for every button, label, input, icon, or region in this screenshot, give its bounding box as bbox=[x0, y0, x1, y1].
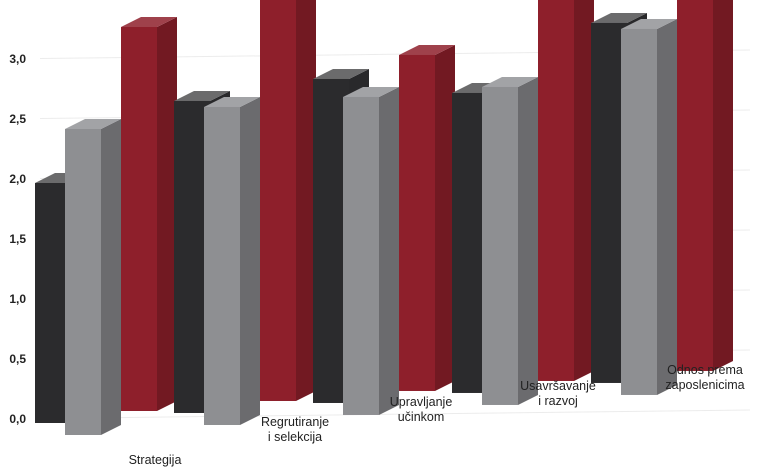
x-category-label: Strategija bbox=[129, 453, 182, 467]
x-category-label: Odnos prema zaposlenicima bbox=[665, 363, 744, 392]
bar-side bbox=[296, 0, 316, 401]
bar bbox=[65, 119, 121, 435]
bar bbox=[204, 96, 260, 425]
bar-front bbox=[538, 0, 574, 381]
y-tick-label: 0,5 bbox=[9, 352, 26, 366]
bar bbox=[621, 18, 677, 395]
bar-front bbox=[482, 86, 518, 405]
bar-top bbox=[121, 17, 177, 27]
bar-side bbox=[657, 18, 677, 395]
bar-front bbox=[399, 54, 435, 391]
bar-top bbox=[65, 119, 121, 129]
bar-front bbox=[65, 129, 101, 435]
bar-group bbox=[452, 0, 594, 405]
bar-side bbox=[379, 86, 399, 415]
bar-front bbox=[621, 28, 657, 395]
y-tick-label: 1,5 bbox=[9, 232, 26, 246]
bar bbox=[121, 17, 177, 411]
bar-top bbox=[621, 18, 677, 29]
bar-top bbox=[482, 76, 538, 87]
bar-top bbox=[591, 12, 647, 23]
bar-front bbox=[260, 0, 296, 401]
y-tick-label: 2,5 bbox=[9, 112, 26, 126]
bar-side bbox=[435, 44, 455, 391]
bar-group bbox=[35, 17, 177, 435]
bar-side bbox=[574, 0, 594, 381]
x-category-label: Usavršavanje i razvoj bbox=[520, 379, 596, 408]
bar-side bbox=[157, 17, 177, 411]
bar-side bbox=[518, 76, 538, 405]
bar-front bbox=[121, 27, 157, 411]
bar bbox=[260, 0, 316, 401]
gridline bbox=[39, 409, 751, 419]
bar-top bbox=[343, 86, 399, 97]
bar-top bbox=[174, 90, 230, 101]
y-axis: 0,0 0,5 1,0 1,5 2,0 2,5 3,0 bbox=[9, 52, 26, 426]
bar-group bbox=[174, 0, 316, 425]
bar-side bbox=[101, 119, 121, 435]
bar-group bbox=[313, 44, 455, 415]
bar-front bbox=[343, 96, 379, 415]
bar-groups bbox=[35, 0, 733, 435]
bar-front bbox=[677, 0, 713, 371]
bar-top bbox=[204, 96, 260, 107]
bar bbox=[538, 0, 594, 381]
y-tick-label: 2,0 bbox=[9, 172, 26, 186]
bar-top bbox=[399, 44, 455, 55]
y-tick-label: 3,0 bbox=[9, 52, 26, 66]
x-category-label: Upravljanje učinkom bbox=[390, 395, 453, 424]
bar bbox=[399, 44, 455, 391]
bar-group bbox=[591, 0, 733, 395]
bar-side bbox=[240, 96, 260, 425]
bar-side bbox=[713, 0, 733, 371]
x-axis-labels: Strategija Regrutiranje i selekcija Upravlj… bbox=[129, 363, 745, 467]
bar-front bbox=[204, 106, 240, 425]
x-category-label: Regrutiranje i selekcija bbox=[261, 415, 329, 444]
bar-top bbox=[313, 68, 369, 79]
bar bbox=[677, 0, 733, 371]
bar bbox=[482, 76, 538, 405]
y-tick-label: 0,0 bbox=[9, 412, 26, 426]
y-tick-label: 1,0 bbox=[9, 292, 26, 306]
bar bbox=[343, 86, 399, 415]
